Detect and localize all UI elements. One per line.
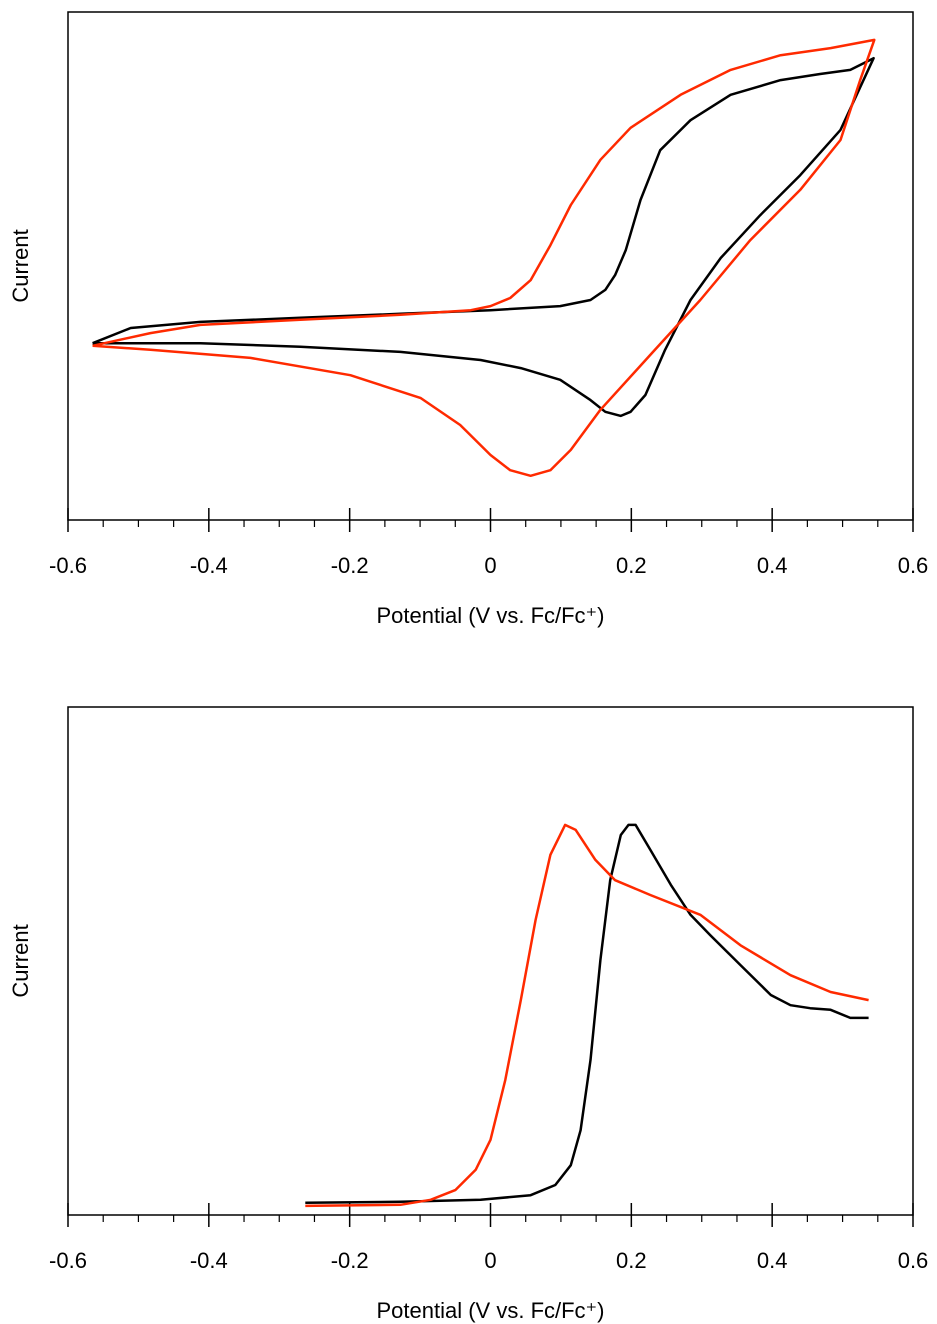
y-axis-label: Current: [8, 229, 33, 302]
x-tick-label: -0.2: [331, 553, 369, 578]
x-tick-label: -0.6: [49, 553, 87, 578]
data-line: [92, 56, 875, 418]
x-tick-label: 0.6: [898, 553, 929, 578]
x-tick-label: 0.6: [898, 1248, 929, 1273]
x-tick-label: -0.4: [190, 553, 228, 578]
data-line: [92, 38, 876, 478]
data-line: [305, 823, 869, 1208]
plot-frame: [67, 11, 914, 521]
x-tick-label: -0.2: [331, 1248, 369, 1273]
x-tick-label: 0.4: [757, 553, 788, 578]
x-tick-label: 0.4: [757, 1248, 788, 1273]
x-tick-label: 0: [484, 553, 496, 578]
y-axis-label: Current: [8, 924, 33, 997]
data-line: [305, 823, 869, 1205]
x-tick-label: -0.4: [190, 1248, 228, 1273]
x-axis-label: Potential (V vs. Fc/Fc⁺): [377, 1298, 605, 1323]
x-tick-label: 0.2: [616, 1248, 647, 1273]
x-tick-label: 0: [484, 1248, 496, 1273]
x-axis-label: Potential (V vs. Fc/Fc⁺): [377, 603, 605, 628]
x-tick-label: -0.6: [49, 1248, 87, 1273]
x-tick-label: 0.2: [616, 553, 647, 578]
